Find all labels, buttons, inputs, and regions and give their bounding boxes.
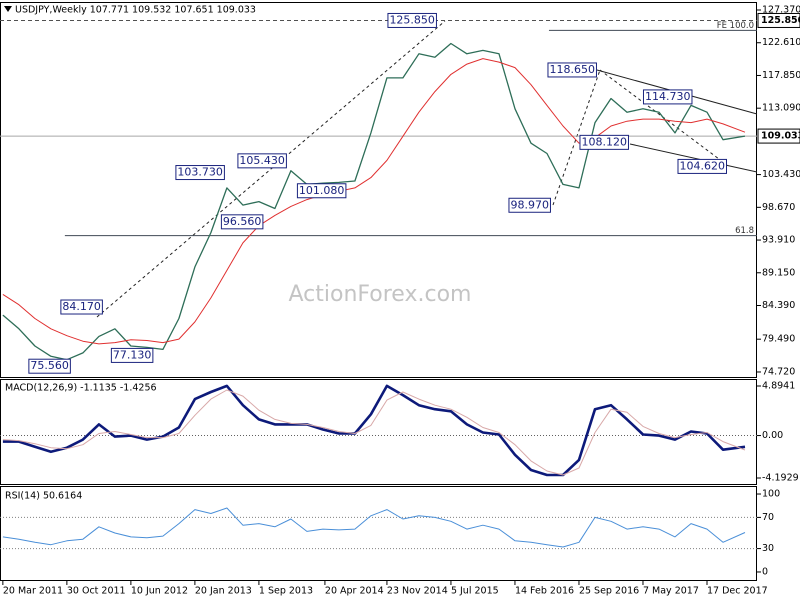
y-tick-label: 122.610 (762, 37, 800, 48)
macd-label: MACD(12,26,9) -1.1135 -1.4256 (5, 383, 157, 394)
y-tick-label: 79.490 (762, 334, 795, 345)
y-tick-label: 89.150 (762, 267, 795, 278)
y-tick-label: 100 (762, 489, 780, 500)
x-tick-label: 20 Mar 2011 (3, 586, 63, 597)
price-label-box (28, 358, 71, 374)
x-tick-label: 30 Oct 2011 (67, 586, 126, 597)
series-line (2, 507, 746, 548)
x-tick-label: 20 Apr 2014 (325, 586, 384, 597)
price-label-box (547, 62, 597, 78)
price-label-box (237, 153, 287, 169)
series-line (2, 58, 746, 345)
y-tick-label: 93.910 (762, 235, 795, 246)
y-tick-label: 127.370 (762, 5, 800, 16)
level-text: FE 100.0 (717, 21, 754, 31)
x-tick-label: 7 May 2017 (643, 586, 699, 597)
price-label: 98.970 (510, 198, 549, 211)
channel-line (629, 143, 758, 173)
price-label-box (579, 134, 629, 150)
y-tick-label: 0 (762, 566, 768, 577)
price-panel-frame (0, 2, 757, 378)
price-label: 103.730 (177, 166, 223, 179)
x-tick-label: 20 Jan 2013 (195, 586, 252, 597)
x-tick-label: 5 Jul 2015 (451, 586, 499, 597)
x-tick-label: 23 Nov 2014 (387, 586, 448, 597)
price-label-box (677, 158, 727, 174)
rsi-panel-frame (0, 486, 757, 581)
price-label: 101.080 (299, 184, 345, 197)
price-label-box (220, 214, 264, 230)
level-text: 61.8 (735, 226, 754, 236)
dropdown-icon (4, 6, 12, 12)
price-label-box (642, 89, 693, 105)
plot-layer: 20 Mar 2011 30 Oct 2011 10 Jun 2012 20 Jan … (0, 5, 800, 597)
macd-panel-frame (0, 379, 757, 485)
y-tick-label: 74.720 (762, 366, 795, 377)
rsi-label: RSI(14) 50.6164 (5, 491, 82, 502)
price-label-box (296, 183, 347, 199)
price-label-box (175, 165, 225, 181)
price-label: 96.560 (223, 215, 262, 228)
x-tick-label: 17 Dec 2017 (707, 586, 768, 597)
x-tick-label: 10 Jun 2012 (131, 586, 188, 597)
y-tick-label: 30 (762, 543, 774, 554)
level-label-box (757, 128, 800, 144)
price-label-box (387, 12, 437, 28)
x-tick-label: 14 Feb 2016 (515, 586, 574, 597)
x-tick-label: 1 Sep 2013 (259, 586, 313, 597)
price-label: 125.850 (389, 13, 435, 26)
y-tick-label: 98.670 (762, 202, 795, 213)
price-label: 108.120 (581, 135, 627, 148)
watermark: ActionForex.com (289, 282, 472, 307)
y-tick-label: 113.090 (762, 103, 800, 114)
y-tick-label: 0.00 (762, 430, 783, 441)
y-tick-label: -4.1929 (762, 473, 799, 484)
chart-title: USDJPY,Weekly 107.771 109.532 107.651 10… (15, 5, 256, 16)
price-label-box (60, 299, 103, 315)
price-label-box (508, 197, 551, 213)
y-tick-label: 4.8941 (762, 381, 795, 392)
y-tick-label: 84.390 (762, 300, 795, 311)
y-tick-label: 70 (762, 512, 774, 523)
price-label: 84.170 (62, 300, 101, 313)
price-label-box (110, 347, 154, 363)
level-label: 109.033 (761, 131, 800, 142)
y-tick-label: 117.850 (762, 70, 800, 81)
price-label: 114.730 (645, 90, 691, 103)
x-tick-label: 25 Sep 2016 (579, 586, 639, 597)
price-label: 104.620 (679, 159, 725, 172)
price-label: 77.130 (113, 348, 152, 361)
trendline (96, 20, 446, 318)
y-tick-label: 103.430 (762, 169, 800, 180)
price-label: 105.430 (239, 154, 285, 167)
price-label: 118.650 (549, 63, 595, 76)
level-label-box (757, 12, 800, 28)
series-line (2, 389, 746, 476)
level-label: 125.850 (761, 15, 800, 26)
price-label: 75.560 (30, 359, 69, 372)
